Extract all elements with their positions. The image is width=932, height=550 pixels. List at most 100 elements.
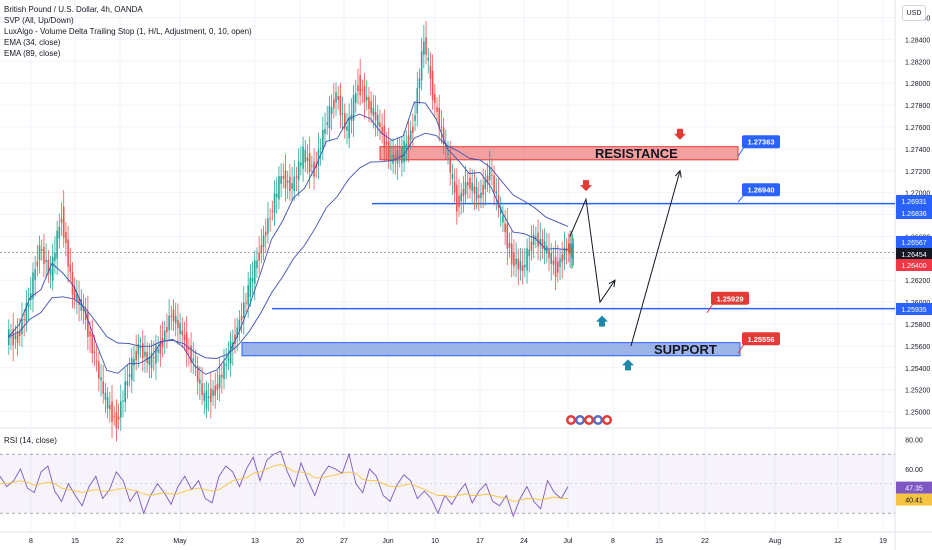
price-axis-label-bg	[896, 248, 932, 260]
candle-body	[45, 259, 47, 263]
callout-box	[742, 183, 780, 197]
candle-body	[89, 331, 91, 337]
rsi-axis-label: 80.00	[905, 437, 923, 444]
candle-body	[569, 243, 571, 255]
candle-body	[550, 252, 553, 265]
candle-body	[394, 154, 397, 162]
candle-body	[177, 319, 179, 329]
candle-body	[480, 192, 482, 199]
candle-body	[440, 126, 443, 128]
candle-body	[416, 88, 419, 114]
time-tick-label: 13	[251, 538, 259, 545]
candle-body	[392, 154, 394, 164]
candle-body	[339, 95, 342, 116]
candle-body	[76, 293, 78, 302]
candle-body	[572, 251, 575, 253]
candle-body	[359, 75, 361, 96]
arrowhead-1	[608, 279, 616, 288]
candle-body	[414, 115, 416, 122]
time-tick-label: 12	[834, 538, 842, 545]
candle-body	[559, 258, 561, 267]
candle-body	[477, 194, 480, 199]
candle-body	[330, 107, 333, 114]
candle-body	[357, 85, 359, 92]
candle-body	[240, 315, 243, 321]
candle-body	[552, 260, 555, 265]
support-zone	[241, 342, 741, 357]
candle-body	[181, 330, 184, 335]
candle-body	[238, 319, 241, 332]
candle-body	[179, 322, 181, 335]
candle-body	[517, 258, 520, 269]
candle-body	[117, 416, 120, 420]
candle-body	[306, 157, 309, 161]
sell-marker-icon	[674, 128, 686, 140]
sell-marker-icon	[580, 180, 592, 192]
candle-body	[324, 128, 326, 134]
indicator-ema34[interactable]: EMA (34, close)	[4, 38, 61, 47]
time-tick-label: 15	[655, 538, 663, 545]
candle-body	[473, 186, 476, 194]
candle-body	[93, 351, 96, 353]
candle-body	[172, 309, 175, 322]
price-tick-label: 1.27800	[905, 103, 930, 110]
candle-body	[159, 341, 162, 354]
candle-body	[58, 226, 61, 239]
candle-body	[225, 364, 228, 366]
candle-body	[524, 264, 526, 268]
time-tick-label: 10	[431, 538, 439, 545]
candle-body	[65, 231, 67, 244]
candle-body	[49, 268, 52, 276]
indicator-svp[interactable]: SVP (All, Up/Down)	[4, 16, 74, 25]
candle-body	[60, 218, 63, 223]
candle-body	[95, 360, 98, 362]
price-axis-label: 1.25935	[901, 307, 926, 314]
candle-body	[280, 176, 282, 184]
callout-box	[742, 332, 780, 346]
candle-body	[543, 241, 546, 252]
time-tick-label: Aug	[769, 538, 782, 545]
callout-label: 1.27363	[747, 138, 774, 147]
candle-body	[526, 248, 528, 271]
candle-body	[275, 193, 278, 198]
candle-body	[510, 243, 513, 265]
candle-body	[370, 101, 372, 114]
candle-body	[374, 111, 377, 121]
rsi-legend[interactable]: RSI (14, close)	[4, 436, 57, 445]
candle-body	[508, 242, 511, 248]
candle-body	[528, 249, 531, 257]
candle-body	[453, 181, 456, 193]
candle-body	[12, 329, 14, 346]
candle-body	[139, 347, 142, 349]
indicator-ema89[interactable]: EMA (89, close)	[4, 49, 61, 58]
time-tick-label: 15	[71, 538, 79, 545]
candle-body	[82, 306, 85, 311]
candle-body	[190, 345, 192, 363]
candle-body	[521, 265, 524, 272]
candle-body	[267, 218, 269, 234]
candle-body	[115, 412, 118, 429]
indicator-luxalgo[interactable]: LuxAlgo - Volume Delta Trailing Stop (1,…	[4, 27, 252, 36]
price-tick-label: 1.25800	[905, 322, 930, 329]
candle-body	[78, 297, 80, 305]
candle-body	[379, 122, 381, 127]
candle-body	[570, 247, 572, 253]
candle-body	[192, 358, 195, 361]
candle-body	[163, 330, 166, 342]
price-tick-label: 1.27000	[905, 191, 930, 198]
rsi-pane: 80.00 60.00 47.35 40.41	[0, 437, 932, 518]
candle-body	[242, 302, 245, 319]
candle-body	[234, 334, 236, 344]
time-tick-label: 19	[879, 538, 887, 545]
currency-button[interactable]: USD	[902, 5, 926, 21]
candle-body	[130, 357, 133, 381]
candle-body	[203, 392, 206, 401]
candle-body	[436, 107, 438, 112]
candle-body	[102, 381, 105, 394]
candle-body	[84, 310, 87, 321]
candle-body	[29, 293, 32, 301]
candle-body	[568, 243, 570, 253]
symbol-title[interactable]: British Pound / U.S. Dollar, 4h, OANDA	[4, 5, 143, 14]
